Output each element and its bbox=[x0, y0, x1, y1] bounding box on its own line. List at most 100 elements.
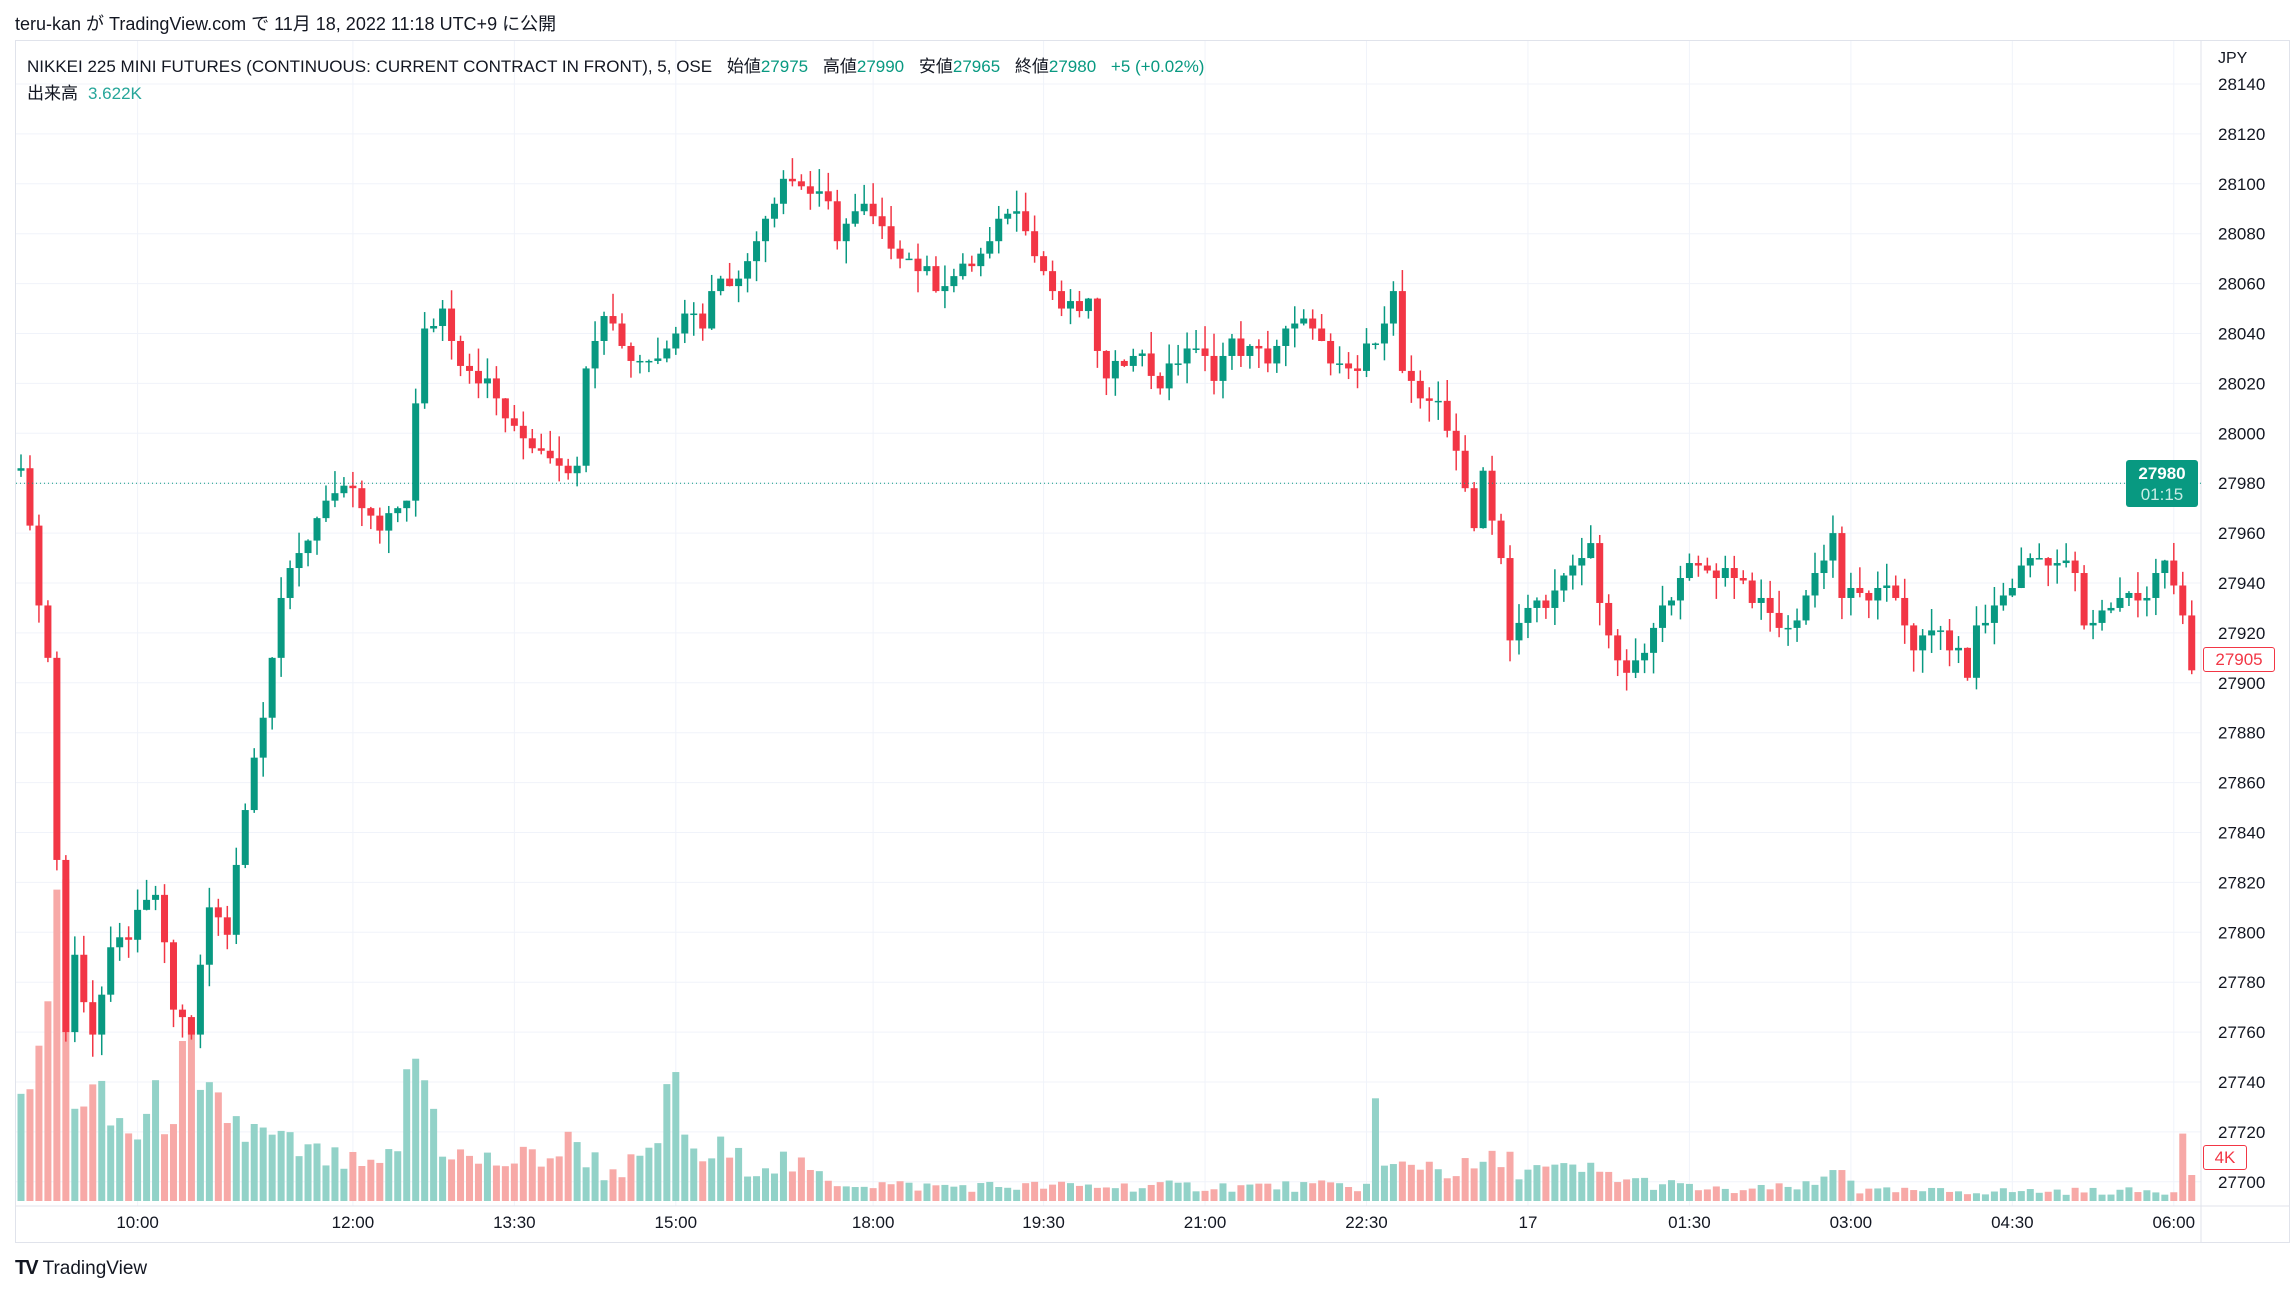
candle-body bbox=[887, 226, 895, 249]
tradingview-logo[interactable]: TV TradingView bbox=[15, 1257, 147, 1280]
candle-body bbox=[1946, 630, 1954, 651]
candle-body bbox=[457, 340, 465, 366]
candle-body bbox=[322, 500, 330, 519]
currency-label[interactable]: JPY bbox=[2218, 50, 2248, 67]
candle-body bbox=[1847, 587, 1855, 598]
volume-label[interactable]: 出来高 bbox=[27, 84, 78, 103]
candle-body bbox=[1309, 318, 1317, 329]
volume-bar bbox=[448, 1159, 456, 1201]
volume-bar bbox=[98, 1080, 106, 1201]
volume-bar bbox=[1739, 1190, 1747, 1201]
time-tick-label: 17 bbox=[1518, 1213, 1537, 1232]
time-tick-label: 13:30 bbox=[493, 1213, 536, 1232]
volume-bar bbox=[241, 1141, 249, 1201]
candle-body bbox=[1937, 630, 1945, 632]
volume-bar bbox=[161, 1134, 169, 1201]
candle-body bbox=[439, 308, 447, 327]
volume-bar bbox=[2143, 1190, 2151, 1201]
symbol-name[interactable]: NIKKEI 225 MINI FUTURES (CONTINUOUS: CUR… bbox=[27, 57, 713, 76]
candle-body bbox=[125, 937, 133, 940]
volume-bar bbox=[744, 1176, 752, 1201]
volume-bar bbox=[223, 1123, 231, 1201]
candle-body bbox=[959, 263, 967, 277]
volume-bar bbox=[735, 1147, 743, 1201]
volume-bar bbox=[71, 1108, 79, 1201]
candle-body bbox=[1066, 301, 1074, 309]
candle-body bbox=[1874, 587, 1882, 601]
candle-body bbox=[833, 201, 841, 242]
candle-body bbox=[1264, 348, 1272, 364]
candle-body bbox=[2053, 563, 2061, 566]
volume-bar bbox=[1793, 1189, 1801, 1201]
candle-body bbox=[2116, 597, 2124, 608]
candle-body bbox=[860, 203, 868, 212]
chart-frame[interactable] bbox=[15, 40, 2290, 1243]
volume-bar bbox=[1623, 1179, 1631, 1201]
volume-bar bbox=[1219, 1183, 1227, 1201]
candle-body bbox=[483, 378, 491, 384]
candle-body bbox=[2179, 585, 2187, 616]
volume-bar bbox=[1533, 1165, 1541, 1201]
volume-bar bbox=[1479, 1161, 1487, 1201]
candle-body bbox=[241, 810, 249, 865]
candle-body bbox=[923, 266, 931, 272]
volume-bar bbox=[1524, 1169, 1532, 1201]
volume-bar bbox=[1542, 1166, 1550, 1201]
volume-bar bbox=[2071, 1187, 2079, 1201]
candle-body bbox=[1703, 565, 1711, 571]
candle-body bbox=[2026, 558, 2034, 566]
candle-body bbox=[474, 370, 482, 384]
candle-body bbox=[1838, 533, 1846, 598]
volume-bar bbox=[295, 1156, 303, 1201]
volume-bar bbox=[1883, 1187, 1891, 1201]
volume-bar bbox=[1784, 1186, 1792, 1201]
candle-body bbox=[1892, 585, 1900, 598]
candle-body bbox=[89, 1002, 97, 1035]
candle-body bbox=[609, 316, 617, 324]
volume-bar bbox=[1641, 1177, 1649, 1201]
candle-body bbox=[223, 917, 231, 935]
candle-body bbox=[1345, 363, 1353, 369]
volume-bar bbox=[860, 1186, 868, 1201]
volume-bar bbox=[1632, 1178, 1640, 1201]
candle-body bbox=[1641, 652, 1649, 661]
volume-bar bbox=[1327, 1182, 1335, 1201]
candle-body bbox=[35, 525, 43, 606]
candle-body bbox=[851, 211, 859, 224]
volume-bar bbox=[1946, 1191, 1954, 1201]
price-tick-label: 27960 bbox=[2218, 524, 2265, 543]
volume-bar bbox=[1829, 1170, 1837, 1201]
volume-bar bbox=[1210, 1189, 1218, 1201]
candle-body bbox=[546, 450, 554, 459]
candle-body bbox=[600, 316, 608, 341]
price-tick-label: 27800 bbox=[2218, 923, 2265, 942]
volume-bar bbox=[510, 1163, 518, 1201]
volume-bar bbox=[1183, 1182, 1191, 1201]
volume-bar bbox=[1766, 1189, 1774, 1201]
candle-body bbox=[62, 859, 70, 1033]
candle-body bbox=[1919, 635, 1927, 651]
candle-body bbox=[1811, 573, 1819, 596]
volume-bar bbox=[1963, 1194, 1971, 1201]
candle-body bbox=[708, 291, 716, 329]
candle-body bbox=[1443, 400, 1451, 431]
candle-body bbox=[2161, 560, 2169, 574]
candle-body bbox=[1398, 291, 1406, 371]
volume-bar bbox=[815, 1171, 823, 1201]
candle-body bbox=[1963, 647, 1971, 678]
volume-bar bbox=[1578, 1171, 1586, 1201]
time-tick-label: 22:30 bbox=[1345, 1213, 1388, 1232]
volume-bar bbox=[896, 1181, 904, 1201]
low-label: 安値 bbox=[918, 57, 953, 76]
volume-bar bbox=[439, 1156, 447, 1201]
candle-body bbox=[645, 360, 653, 363]
volume-bar bbox=[1910, 1190, 1918, 1201]
volume-bar bbox=[2017, 1191, 2025, 1201]
candle-body bbox=[1901, 597, 1909, 626]
volume-bar bbox=[2134, 1192, 2142, 1201]
price-tick-label: 28040 bbox=[2218, 325, 2265, 344]
volume-bar bbox=[250, 1124, 258, 1201]
candle-body bbox=[1004, 213, 1012, 219]
volume-bar bbox=[1587, 1162, 1595, 1201]
